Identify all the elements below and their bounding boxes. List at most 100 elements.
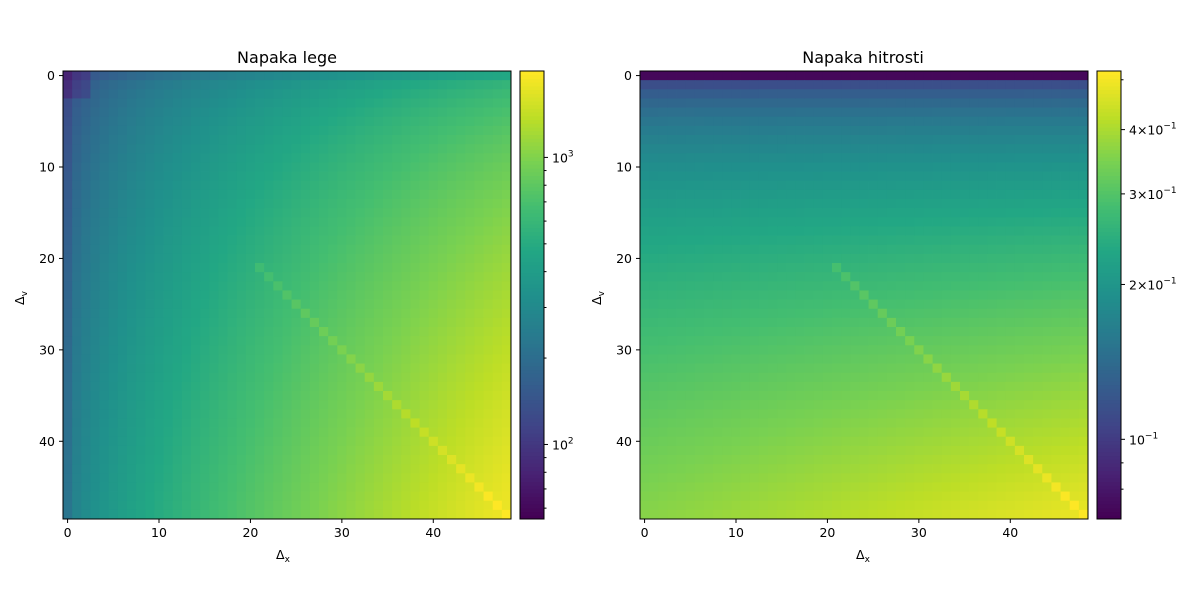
heatmap-cell	[401, 436, 411, 447]
heatmap-cell	[1060, 500, 1071, 511]
heatmap-cell	[127, 235, 137, 246]
heatmap-cell	[832, 263, 842, 273]
heatmap-cell	[914, 427, 924, 438]
heatmap-cell	[1042, 336, 1052, 346]
heatmap-cell	[667, 418, 677, 428]
heatmap-cell	[108, 263, 119, 273]
heatmap-cell	[492, 308, 503, 319]
heatmap-cell	[309, 226, 320, 236]
heatmap-cell	[218, 235, 228, 246]
heatmap-cell	[987, 327, 997, 337]
heatmap-cell	[90, 98, 100, 108]
heatmap-cell	[1060, 317, 1071, 328]
heatmap-cell	[1014, 116, 1025, 127]
heatmap-cell	[749, 299, 760, 310]
heatmap-cell	[758, 299, 769, 310]
heatmap-cell	[355, 244, 366, 255]
heatmap-cell	[209, 235, 219, 246]
heatmap-cell	[273, 208, 283, 218]
heatmap-cell	[474, 436, 484, 447]
heatmap-cell	[355, 263, 366, 273]
heatmap-cell	[996, 80, 1007, 90]
heatmap-cell	[108, 180, 119, 191]
heatmap-cell	[172, 327, 183, 337]
heatmap-cell	[264, 509, 274, 520]
heatmap-cell	[291, 135, 302, 145]
colorbar-segment	[520, 71, 544, 76]
heatmap-cell	[950, 116, 961, 127]
heatmap-cell	[987, 345, 997, 355]
heatmap-cell	[227, 89, 238, 99]
heatmap-cell	[364, 199, 375, 209]
heatmap-cell	[1042, 381, 1052, 392]
heatmap-cell	[640, 199, 650, 209]
heatmap-cell	[713, 80, 723, 90]
heatmap-cell	[960, 125, 970, 136]
heatmap-cell	[501, 482, 512, 492]
heatmap-cell	[667, 400, 677, 410]
heatmap-cell	[676, 253, 687, 264]
heatmap-cell	[191, 281, 201, 291]
heatmap-cell	[136, 500, 146, 511]
heatmap-cell	[319, 436, 329, 447]
heatmap-cell	[1042, 290, 1052, 300]
heatmap-cell	[749, 381, 760, 392]
heatmap-cell	[264, 327, 274, 337]
heatmap-cell	[255, 391, 265, 401]
heatmap-cell	[465, 491, 475, 502]
heatmap-cell	[667, 473, 677, 483]
heatmap-cell	[428, 244, 439, 255]
heatmap-cell	[383, 125, 393, 136]
heatmap-cell	[72, 400, 82, 410]
heatmap-cell	[740, 180, 751, 191]
heatmap-cell	[749, 372, 760, 383]
heatmap-cell	[877, 180, 888, 191]
heatmap-cell	[704, 500, 714, 511]
heatmap-cell	[1033, 80, 1043, 90]
heatmap-cell	[337, 272, 347, 282]
heatmap-cell	[136, 125, 146, 136]
heatmap-cell	[877, 436, 888, 447]
heatmap-cell	[90, 445, 100, 456]
heatmap-cell	[227, 107, 238, 118]
heatmap-cell	[373, 189, 384, 200]
heatmap-cell	[419, 272, 430, 282]
heatmap-cell	[191, 381, 201, 392]
heatmap-cell	[704, 253, 714, 264]
heatmap-cell	[1033, 308, 1043, 319]
heatmap-cell	[969, 253, 979, 264]
heatmap-cell	[364, 153, 375, 163]
heatmap-cell	[90, 473, 100, 483]
heatmap-cell	[346, 345, 356, 355]
heatmap-cell	[722, 116, 732, 127]
heatmap-cell	[923, 189, 933, 200]
heatmap-cell	[786, 235, 796, 246]
heatmap-cell	[1042, 436, 1052, 447]
heatmap-cell	[1024, 235, 1034, 246]
heatmap-cell	[236, 509, 247, 520]
heatmap-cell	[978, 336, 988, 346]
heatmap-cell	[99, 208, 110, 218]
heatmap-cell	[501, 445, 512, 456]
heatmap-cell	[492, 263, 503, 273]
heatmap-cell	[978, 345, 988, 355]
heatmap-cell	[328, 135, 338, 145]
heatmap-cell	[355, 89, 366, 99]
heatmap-cell	[401, 217, 411, 227]
heatmap-cell	[749, 500, 760, 511]
colorbar-segment	[520, 399, 544, 404]
heatmap-cell	[1014, 162, 1025, 172]
heatmap-cell	[731, 144, 741, 154]
heatmap-cell	[465, 381, 475, 392]
heatmap-cell	[90, 263, 100, 273]
heatmap-cell	[704, 180, 714, 191]
heatmap-cell	[1060, 509, 1071, 520]
heatmap-cell	[227, 189, 238, 200]
heatmap-cell	[786, 381, 796, 392]
heatmap-cell	[383, 189, 393, 200]
heatmap-cell	[777, 162, 787, 172]
heatmap-cell	[456, 208, 466, 218]
heatmap-cell	[383, 491, 393, 502]
heatmap-cell	[731, 317, 741, 328]
heatmap-cell	[364, 381, 375, 392]
